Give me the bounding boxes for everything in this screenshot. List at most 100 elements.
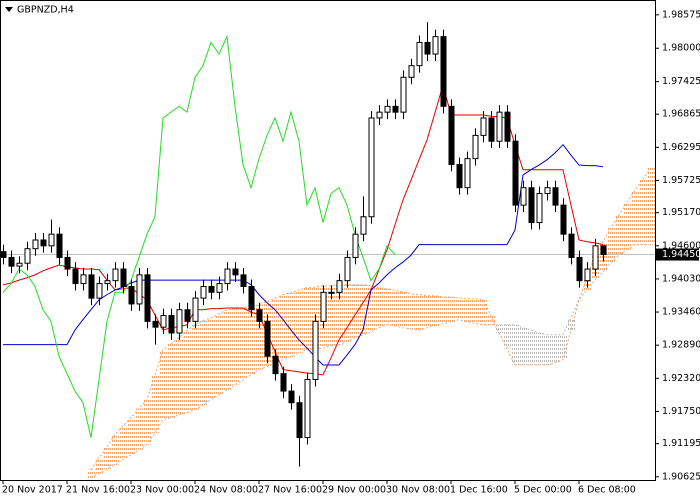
cloud-hatch [143,399,151,445]
candle-body [216,283,223,293]
candle-body [328,291,335,294]
candle-body [16,262,23,267]
y-tick-label: 1.94030 [662,273,700,284]
price-label-box [656,248,699,261]
candle-body [256,309,263,322]
x-tick-label: 5 Dec 00:00 [514,485,572,496]
y-tick-label: 1.92320 [662,373,700,384]
cloud-hatch [199,320,207,406]
indicator-line [3,143,604,366]
candle-body [152,320,159,328]
candle-body [496,111,503,142]
cloud-hatch [423,295,431,328]
candle-body [64,256,71,270]
cloud-hatch [647,167,655,245]
candle-body [600,245,607,256]
y-tick-label: 1.95725 [662,175,700,186]
candle-body [8,256,15,267]
cloud-hatch [367,285,375,332]
cloud-hatch [615,215,623,256]
candle-body [80,274,87,285]
cloud-hatch [407,294,415,329]
candle-body [464,158,471,189]
cloud-hatch [351,284,359,338]
y-tick-label: 1.98575 [662,9,700,20]
x-tick-label: 24 Nov 08:00 [194,485,258,496]
candle-body [320,291,327,322]
candle-body [56,233,63,258]
candle-body [272,355,279,375]
y-tick-label: 1.90625 [662,471,700,482]
cloud-hatch [431,295,439,327]
candle-body [416,41,423,67]
cloud-hatch [607,227,615,263]
candle-body [544,187,551,195]
candle-body [440,36,447,107]
cloud-hatch [391,290,399,327]
cloud-hatch [639,178,647,245]
cloud-hatch [295,289,303,353]
candle-body [560,204,567,235]
cloud-hatch [439,296,447,324]
candle-body [224,268,231,285]
candle-body [120,268,127,287]
candle-body [392,105,399,113]
candle-body [304,378,311,439]
cloud-hatch [223,309,231,390]
chart-title: GBPNZD,H4 [17,5,74,16]
candle-body [200,285,207,299]
cloud-hatch [127,417,135,456]
cloud-hatch [183,330,191,413]
cloud-span-b [90,244,651,479]
cloud-hatch [87,469,95,478]
candle-body [144,274,151,322]
cloud-hatch [519,327,527,365]
cloud-hatch [463,298,471,322]
x-tick-label: 21 Nov 16:00 [66,485,130,496]
cloud-hatch [255,305,263,370]
plot-area [0,22,655,479]
cloud-hatch [623,202,631,250]
cloud-hatch [487,315,495,325]
plot-frame [0,0,656,481]
cloud-hatch [335,284,343,345]
price-label: 1.94450 [662,249,700,260]
candle-body [504,111,511,142]
x-tick-label: 29 Nov 00:00 [322,485,386,496]
candle-body [168,315,175,334]
y-tick-label: 1.94600 [662,240,700,251]
candle-body [520,187,527,206]
cloud-hatch [343,284,351,342]
cloud-hatch [567,317,575,331]
x-tick-label: 1 Dec 16:00 [450,485,508,496]
cloud-hatch [271,298,279,363]
candle-body [480,117,487,136]
candle-body [232,268,239,276]
candle-body [568,233,575,258]
cloud-hatch [167,344,175,418]
cloud-hatch [455,298,463,320]
cloud-hatch [231,308,239,385]
x-tick-label: 6 Dec 08:00 [578,485,636,496]
candle-body [432,36,439,55]
candle-body [96,283,103,299]
y-tick-label: 1.91195 [662,438,700,449]
candle-body [136,274,143,305]
candle-body [208,285,215,293]
candle-body [192,297,199,322]
y-tick-label: 1.92890 [662,340,700,351]
cloud-hatch [287,292,295,357]
candle-body [112,268,119,282]
cloud-hatch [95,457,103,474]
menu-triangle[interactable] [5,7,13,12]
cloud-hatch [135,408,143,450]
candle-body [24,248,31,264]
cloud-hatch [631,190,639,245]
cloud-hatch [543,334,551,365]
y-tick-label: 1.96295 [662,142,700,153]
cloud-hatch [495,324,503,333]
cloud-hatch [503,324,511,349]
candle-body [472,134,479,160]
y-tick-label: 1.97425 [662,76,700,87]
